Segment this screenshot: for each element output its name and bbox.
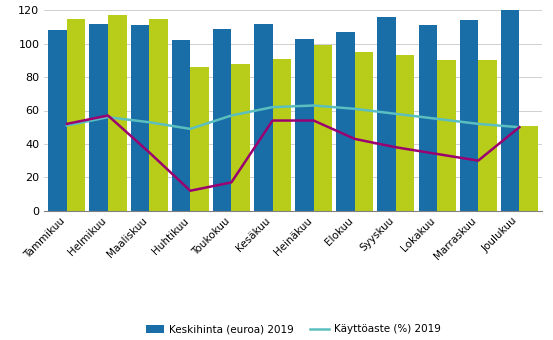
Bar [501, 10, 519, 211]
Line: Käyttöaste (%) 2019: Käyttöaste (%) 2019 [67, 105, 519, 129]
Bar [419, 25, 437, 211]
Legend: Keskihinta (euroa) 2019, Keskihinta (euroa) 2020, Käyttöaste (%) 2019, Käyttöast: Keskihinta (euroa) 2019, Keskihinta (eur… [142, 320, 445, 340]
Bar [295, 39, 314, 211]
Bar [90, 23, 108, 211]
Käyttöaste (%) 2020 [352, 137, 358, 141]
Käyttöaste (%) 2019 [475, 122, 482, 126]
Käyttöaste (%) 2019 [187, 127, 194, 131]
Bar [67, 19, 85, 211]
Bar [131, 25, 149, 211]
Käyttöaste (%) 2019 [228, 114, 234, 118]
Käyttöaste (%) 2019 [269, 105, 276, 109]
Bar [460, 20, 478, 211]
Bar [213, 29, 231, 211]
Käyttöaste (%) 2019 [146, 120, 153, 124]
Bar [172, 40, 190, 211]
Bar [108, 15, 127, 211]
Bar [48, 30, 67, 211]
Bar [314, 45, 332, 211]
Käyttöaste (%) 2020 [187, 189, 194, 193]
Bar [149, 19, 168, 211]
Käyttöaste (%) 2020 [64, 122, 70, 126]
Bar [478, 61, 497, 211]
Bar [396, 55, 414, 211]
Käyttöaste (%) 2019 [434, 117, 440, 121]
Bar [336, 32, 355, 211]
Käyttöaste (%) 2019 [393, 112, 399, 116]
Bar [519, 125, 538, 211]
Käyttöaste (%) 2019 [105, 115, 111, 119]
Bar [437, 61, 456, 211]
Käyttöaste (%) 2020 [516, 125, 523, 129]
Bar [377, 17, 396, 211]
Line: Käyttöaste (%) 2020: Käyttöaste (%) 2020 [67, 116, 519, 191]
Käyttöaste (%) 2019 [64, 123, 70, 128]
Käyttöaste (%) 2020 [393, 145, 399, 149]
Käyttöaste (%) 2020 [434, 152, 440, 156]
Käyttöaste (%) 2020 [228, 180, 234, 184]
Bar [273, 59, 291, 211]
Käyttöaste (%) 2019 [310, 103, 317, 107]
Käyttöaste (%) 2020 [269, 119, 276, 123]
Bar [254, 23, 273, 211]
Bar [190, 67, 209, 211]
Käyttöaste (%) 2020 [105, 114, 111, 118]
Bar [231, 64, 250, 211]
Käyttöaste (%) 2020 [146, 150, 153, 154]
Käyttöaste (%) 2019 [352, 107, 358, 111]
Käyttöaste (%) 2020 [475, 158, 482, 163]
Bar [355, 52, 373, 211]
Käyttöaste (%) 2019 [516, 125, 523, 129]
Käyttöaste (%) 2020 [310, 119, 317, 123]
